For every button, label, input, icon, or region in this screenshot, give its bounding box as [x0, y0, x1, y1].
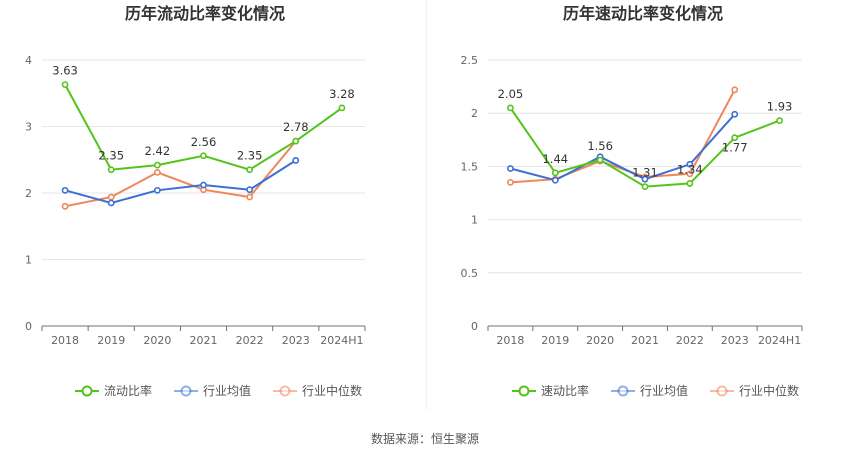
data-point — [246, 186, 254, 194]
data-label: 1.44 — [542, 152, 568, 166]
y-tick-label: 0.5 — [461, 267, 479, 280]
legend-label: 速动比率 — [541, 383, 589, 398]
data-label: 2.35 — [98, 149, 124, 163]
data-label: 3.28 — [329, 87, 355, 101]
data-point — [731, 134, 739, 142]
y-tick-label: 2 — [471, 107, 478, 120]
data-point — [596, 156, 604, 164]
data-point — [641, 183, 649, 191]
data-point — [153, 186, 161, 194]
data-point — [507, 178, 514, 186]
data-label: 3.63 — [52, 64, 78, 78]
y-tick-label: 3 — [25, 121, 32, 134]
data-label: 1.34 — [677, 162, 703, 176]
data-label: 2.78 — [283, 120, 309, 134]
x-tick-label: 2024H1 — [320, 334, 363, 347]
data-source-note: 数据来源：恒生聚源 — [370, 432, 479, 446]
legend-marker — [518, 385, 530, 397]
data-point — [200, 181, 207, 189]
series-line — [64, 140, 297, 208]
legend-label: 行业均值 — [203, 383, 251, 398]
data-point — [153, 168, 161, 176]
legend-item: 行业中位数 — [273, 383, 362, 398]
data-point — [731, 110, 739, 118]
data-point — [507, 104, 514, 112]
y-tick-label: 2.5 — [461, 54, 479, 67]
x-tick-label: 2022 — [236, 334, 264, 347]
y-tick-label: 0 — [471, 320, 478, 333]
data-label: 2.56 — [191, 135, 217, 149]
legend-marker — [716, 385, 728, 397]
data-label: 1.93 — [767, 100, 793, 114]
chart-title: 历年速动比率变化情况 — [563, 4, 723, 23]
legend-label: 行业中位数 — [302, 383, 362, 398]
y-tick-label: 1.5 — [461, 160, 479, 173]
x-tick-label: 2024H1 — [758, 334, 801, 347]
legend-item: 流动比率 — [75, 383, 152, 398]
legend-label: 行业中位数 — [739, 383, 799, 398]
data-point — [686, 160, 694, 168]
panel-divider — [426, 0, 427, 410]
data-point — [61, 81, 69, 89]
x-tick-label: 2018 — [51, 334, 79, 347]
x-tick-label: 2021 — [190, 334, 218, 347]
data-point — [107, 199, 115, 207]
data-point — [153, 161, 161, 169]
data-point — [292, 137, 300, 145]
data-point — [686, 180, 694, 187]
data-point — [551, 176, 559, 184]
data-point — [246, 193, 254, 201]
data-point — [551, 169, 559, 177]
x-tick-label: 2019 — [97, 334, 125, 347]
x-tick-label: 2021 — [631, 334, 659, 347]
data-label: 2.05 — [498, 87, 524, 101]
chart-2: 历年速动比率变化情况 0 0.5 1 1.5 2 2.5 2018 2019 2020 2021 20… — [461, 4, 803, 398]
series-line — [64, 159, 297, 205]
x-tick-label: 2023 — [282, 334, 310, 347]
y-tick-label: 1 — [471, 214, 478, 227]
data-point — [107, 166, 115, 174]
legend-marker — [279, 385, 291, 397]
data-point — [107, 193, 115, 201]
y-tick-label: 2 — [25, 187, 32, 200]
chart-title: 历年流动比率变化情况 — [125, 4, 285, 23]
data-point — [61, 186, 69, 194]
legend-item: 行业均值 — [611, 383, 688, 398]
legend-marker — [617, 385, 629, 397]
data-label: 1.56 — [587, 139, 613, 153]
data-point — [246, 166, 254, 174]
data-label: 1.77 — [722, 141, 748, 155]
data-label: 1.31 — [632, 166, 658, 180]
x-tick-label: 2018 — [496, 334, 524, 347]
legend-marker — [180, 385, 192, 397]
chart-1: 历年流动比率变化情况 0 1 2 3 4 2018 2019 2020 2021 2022 2023 2… — [25, 4, 366, 398]
data-point — [338, 104, 346, 112]
legend-label: 流动比率 — [104, 383, 152, 398]
data-point — [200, 152, 207, 160]
legend-item: 行业中位数 — [710, 383, 799, 398]
legend-label: 行业均值 — [640, 383, 688, 398]
legend-marker — [81, 385, 93, 397]
data-point — [507, 165, 514, 172]
data-point — [292, 157, 300, 164]
data-label: 2.42 — [145, 144, 171, 158]
x-tick-label: 2019 — [541, 334, 569, 347]
data-point — [61, 202, 69, 210]
y-tick-label: 0 — [25, 320, 32, 333]
y-tick-label: 1 — [25, 254, 32, 267]
data-point — [641, 175, 649, 183]
data-point — [731, 86, 739, 94]
x-tick-label: 2023 — [721, 334, 749, 347]
y-tick-label: 4 — [25, 54, 32, 67]
x-tick-label: 2022 — [676, 334, 704, 347]
legend-item: 行业均值 — [174, 383, 251, 398]
x-tick-label: 2020 — [586, 334, 614, 347]
data-point — [686, 170, 694, 178]
data-point — [776, 117, 783, 125]
data-label: 2.35 — [237, 149, 263, 163]
series-line — [510, 113, 736, 182]
x-tick-label: 2020 — [143, 334, 171, 347]
legend-item: 速动比率 — [512, 383, 589, 398]
